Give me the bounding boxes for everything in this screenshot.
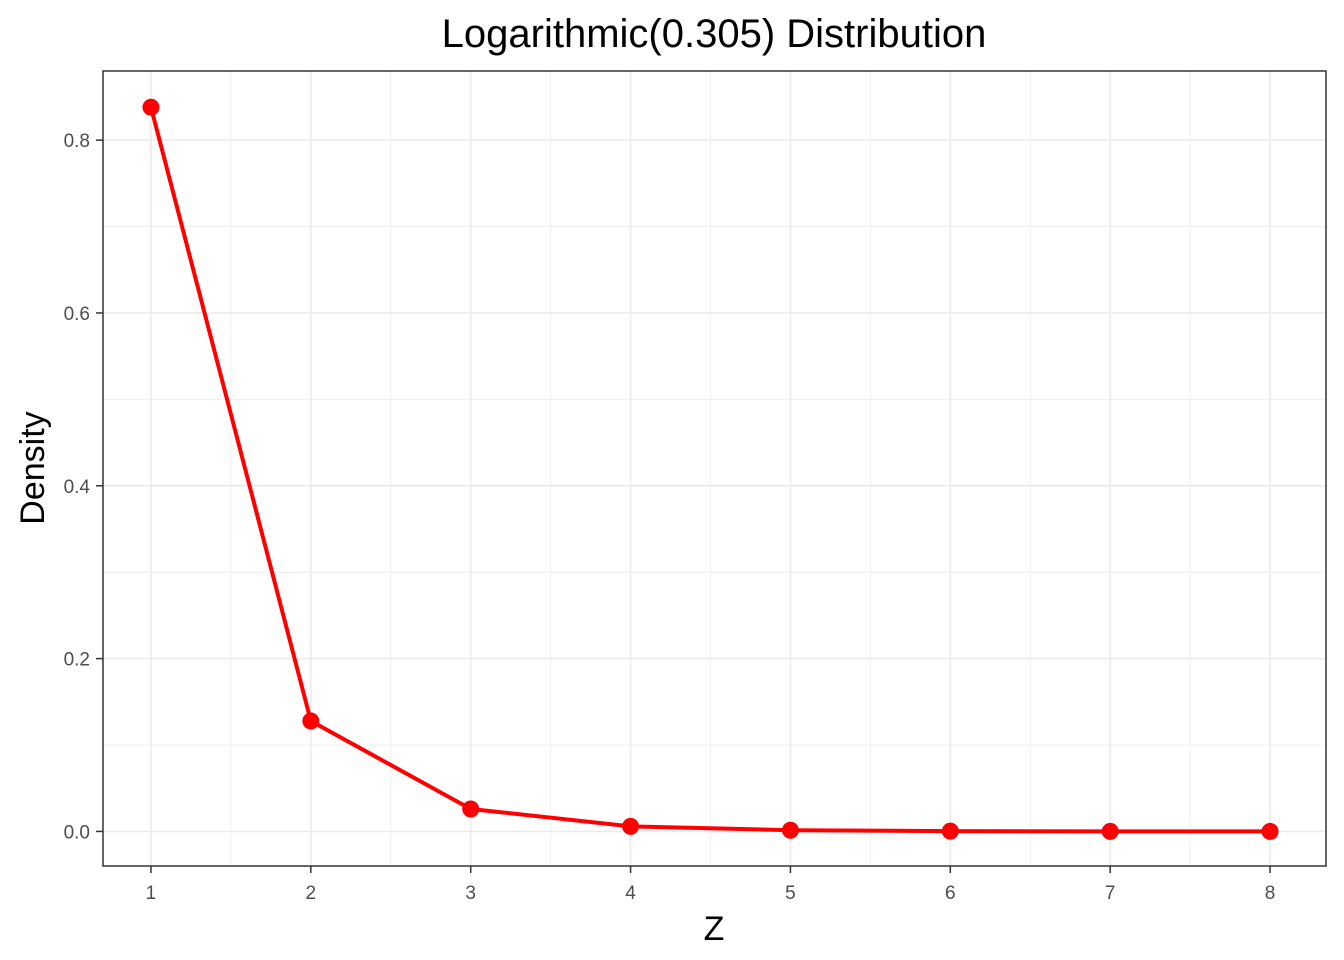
data-point: [462, 800, 480, 818]
x-tick-label: 6: [945, 883, 956, 904]
data-point: [781, 821, 799, 839]
panel-border: [102, 70, 1327, 867]
series-group: [142, 98, 1279, 840]
y-tick-label: 0.4: [64, 477, 91, 498]
grid: [103, 71, 1326, 866]
x-tick-label: 3: [465, 883, 476, 904]
x-tick-label: 5: [785, 883, 796, 904]
chart-title: Logarithmic(0.305) Distribution: [442, 12, 987, 56]
y-tick-label: 0.8: [64, 131, 90, 152]
axes: 1 2 3 4 5 6 7 8 0.0 0.2 0.4 0.6 0.8: [64, 131, 1276, 904]
y-axis-label: Density: [14, 411, 52, 524]
x-tick-label: 2: [306, 883, 317, 904]
x-tick-label: 1: [146, 883, 157, 904]
x-tick-label: 4: [625, 883, 636, 904]
data-point: [622, 817, 640, 835]
data-point: [302, 712, 320, 730]
x-tick-label: 7: [1105, 883, 1116, 904]
y-tick-label: 0.2: [64, 650, 90, 671]
data-point: [1101, 822, 1119, 840]
series-line: [149, 106, 1271, 834]
y-tick-label: 0.6: [64, 304, 90, 325]
data-point: [1261, 822, 1279, 840]
data-point: [941, 822, 959, 840]
x-axis-label: Z: [704, 910, 725, 948]
y-tick-label: 0.0: [64, 822, 90, 843]
x-tick-label: 8: [1265, 883, 1276, 904]
data-point: [142, 98, 160, 116]
